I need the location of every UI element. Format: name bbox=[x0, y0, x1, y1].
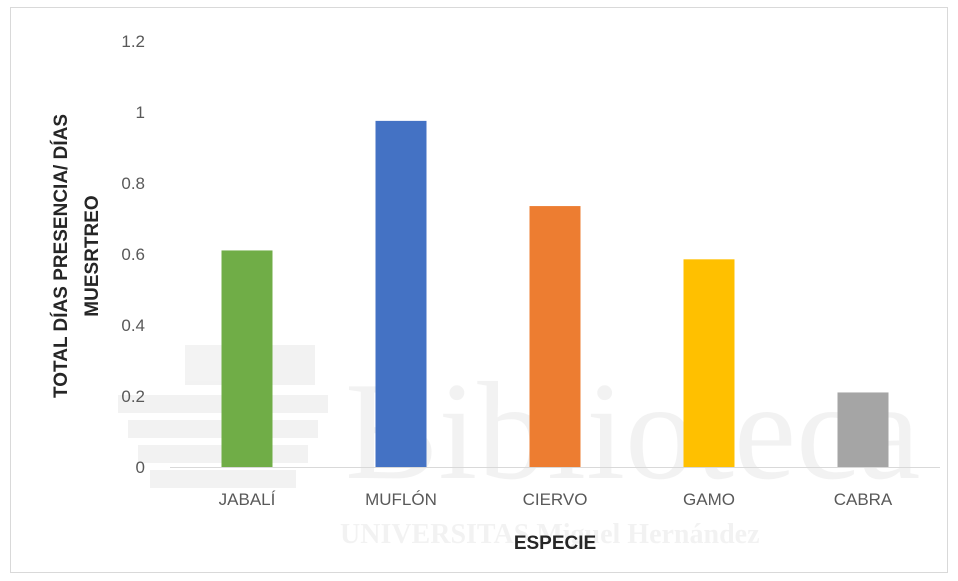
bars bbox=[221, 120, 889, 467]
y-tick-label: 1.2 bbox=[121, 32, 145, 51]
x-tick-label: GAMO bbox=[683, 490, 735, 509]
y-tick-label: 0.4 bbox=[121, 316, 145, 335]
bar bbox=[529, 206, 581, 467]
watermark-title: Biblioteca bbox=[345, 354, 920, 509]
x-tick-label: CIERVO bbox=[523, 490, 588, 509]
x-tick-label: MUFLÓN bbox=[365, 490, 437, 509]
x-tick-label: JABALÍ bbox=[219, 490, 276, 509]
chart-frame bbox=[10, 7, 948, 573]
y-tick-label: 1 bbox=[136, 103, 145, 122]
bar bbox=[837, 392, 889, 467]
y-axis-title: TOTAL DÍAS PRESENCIA/ DÍAS MUESRTREO bbox=[50, 114, 103, 398]
y-tick-label: 0.6 bbox=[121, 245, 145, 264]
y-axis-ticks: 0 0.2 0.4 0.6 0.8 1 1.2 bbox=[121, 32, 145, 477]
y-tick-label: 0 bbox=[136, 458, 145, 477]
bar bbox=[221, 250, 273, 467]
x-axis-ticks: JABALÍ MUFLÓN CIERVO GAMO CABRA bbox=[219, 490, 893, 509]
y-tick-label: 0.8 bbox=[121, 174, 145, 193]
watermark-subtitle: UNIVERSITAS Miguel Hernández bbox=[340, 519, 760, 550]
y-axis-title-line-2: MUESRTREO bbox=[82, 195, 103, 316]
x-axis-title: ESPECIE bbox=[514, 533, 596, 554]
x-tick-label: CABRA bbox=[834, 490, 893, 509]
bar bbox=[683, 259, 735, 467]
y-axis-title-line-1: TOTAL DÍAS PRESENCIA/ DÍAS bbox=[50, 114, 72, 398]
bar bbox=[375, 120, 427, 467]
y-tick-label: 0.2 bbox=[121, 387, 145, 406]
